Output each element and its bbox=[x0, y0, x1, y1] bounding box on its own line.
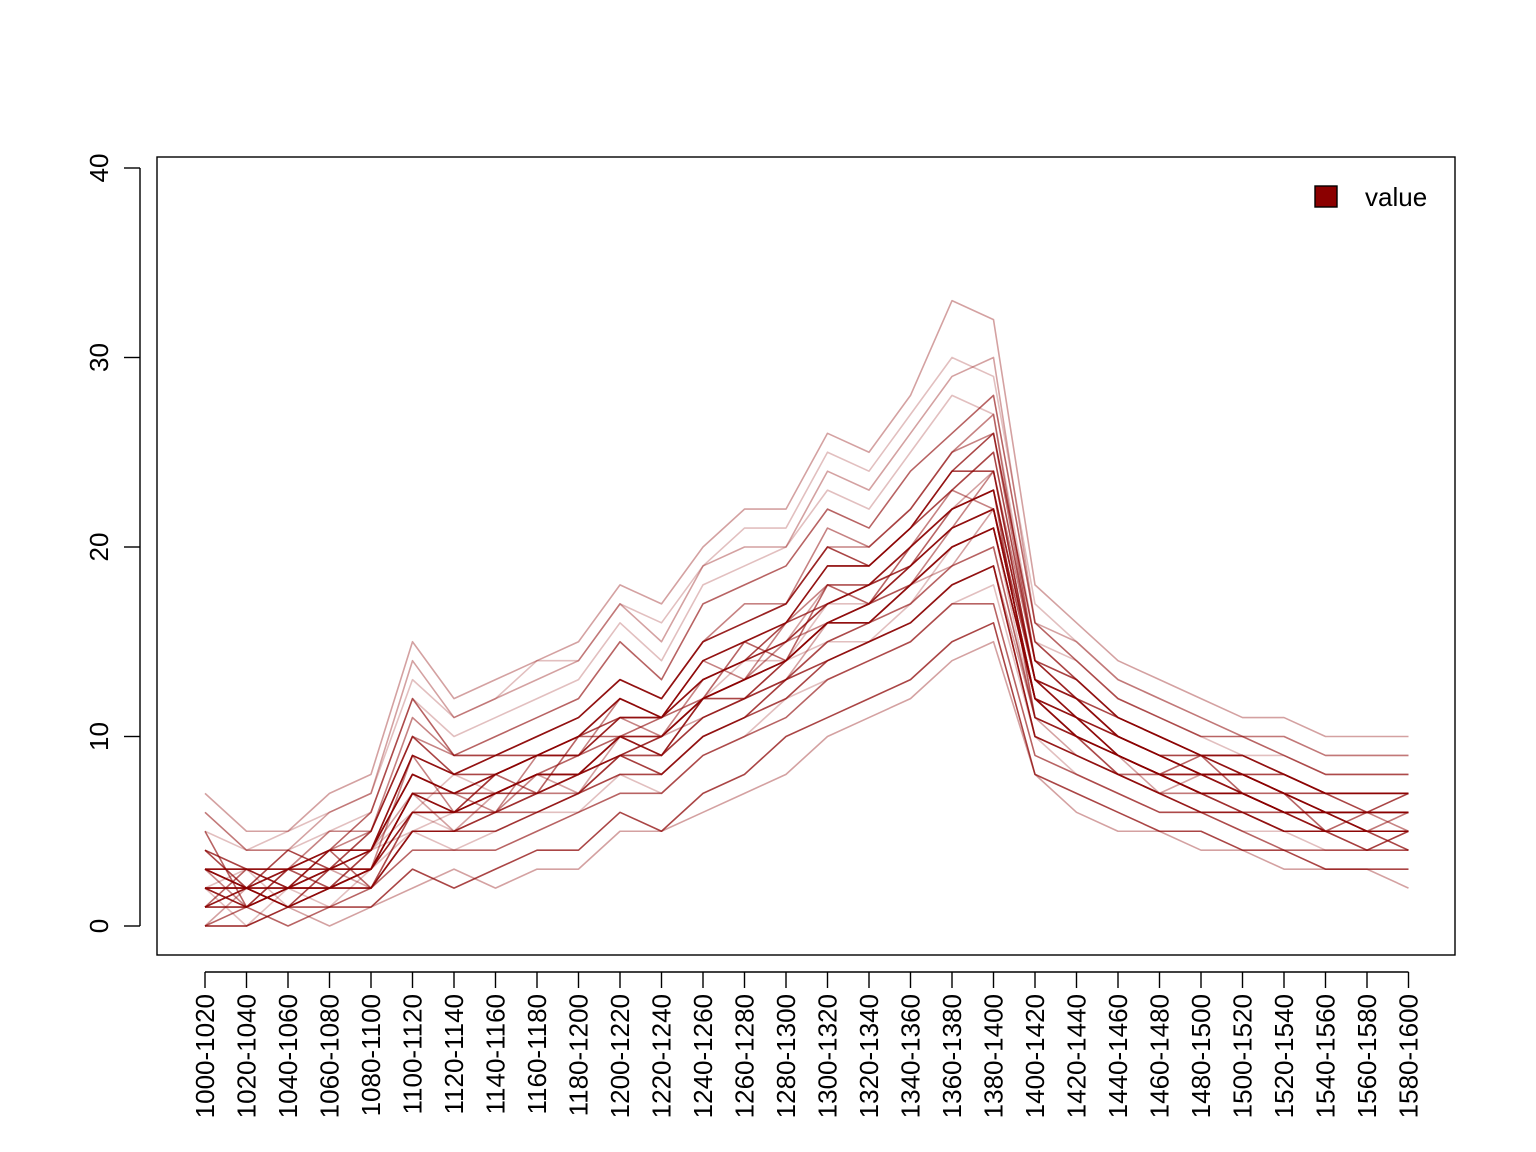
x-tick-label: 1520-1540 bbox=[1269, 994, 1299, 1118]
x-tick-label: 1560-1580 bbox=[1352, 994, 1382, 1118]
y-tick-label: 0 bbox=[84, 919, 114, 933]
x-tick-label: 1080-1100 bbox=[356, 994, 386, 1116]
x-tick-label: 1220-1240 bbox=[647, 994, 677, 1118]
series-line bbox=[204, 299, 1409, 833]
x-tick-label: 1100-1120 bbox=[398, 994, 428, 1114]
y-tick-label: 30 bbox=[84, 343, 114, 372]
x-tick-label: 1040-1060 bbox=[273, 994, 303, 1118]
legend-label: value bbox=[1365, 182, 1427, 212]
x-tick-label: 1200-1220 bbox=[605, 994, 635, 1118]
x-tick-label: 1260-1280 bbox=[730, 994, 760, 1118]
series-line bbox=[204, 432, 1409, 870]
series-line bbox=[204, 356, 1409, 852]
series-line bbox=[204, 489, 1409, 889]
plot-frame bbox=[156, 156, 1456, 956]
series-line bbox=[204, 546, 1409, 908]
x-tick-label: 1140-1160 bbox=[481, 994, 511, 1114]
series-line bbox=[204, 394, 1409, 908]
x-tick-label: 1340-1360 bbox=[896, 994, 926, 1118]
x-tick-label: 1440-1460 bbox=[1103, 994, 1133, 1118]
series-line bbox=[204, 508, 1409, 908]
x-tick-label: 1500-1520 bbox=[1228, 994, 1258, 1118]
legend: value bbox=[1314, 182, 1427, 212]
series-line bbox=[204, 432, 1409, 908]
y-tick-label: 10 bbox=[84, 722, 114, 751]
series-line bbox=[204, 565, 1409, 908]
y-axis: 0 10 20 30 40 bbox=[84, 154, 141, 933]
x-tick-label: 1360-1380 bbox=[937, 994, 967, 1118]
x-tick-label: 1020-1040 bbox=[232, 994, 262, 1118]
series-line bbox=[205, 640, 1409, 927]
series-layer bbox=[204, 299, 1409, 927]
x-axis: 1000-1020 1020-1040 1040-1060 1060-1080 1080… bbox=[190, 971, 1424, 1118]
x-tick-label: 1580-1600 bbox=[1394, 994, 1424, 1118]
series-line bbox=[204, 508, 1409, 908]
series-line bbox=[204, 508, 1409, 927]
x-tick-label: 1420-1440 bbox=[1062, 994, 1092, 1118]
x-tick-label: 1540-1560 bbox=[1311, 994, 1341, 1118]
y-tick-label: 20 bbox=[84, 533, 114, 562]
x-tick-label: 1160-1180 bbox=[522, 994, 552, 1114]
x-tick-label: 1180-1200 bbox=[564, 994, 594, 1116]
series-line bbox=[204, 413, 1409, 870]
x-tick-label: 1060-1080 bbox=[315, 994, 345, 1118]
series-line bbox=[204, 527, 1409, 908]
series-line bbox=[205, 470, 1409, 870]
x-tick-label: 1480-1500 bbox=[1186, 994, 1216, 1118]
series-line bbox=[205, 508, 1409, 889]
series-line bbox=[204, 603, 1409, 927]
series-line bbox=[204, 470, 1409, 889]
x-tick-label: 1300-1320 bbox=[813, 994, 843, 1118]
x-tick-label: 1320-1340 bbox=[854, 994, 884, 1118]
x-tick-label: 1120-1140 bbox=[439, 994, 469, 1114]
series-line bbox=[205, 508, 1409, 889]
x-tick-label: 1400-1420 bbox=[1020, 994, 1050, 1118]
legend-swatch bbox=[1314, 185, 1338, 208]
series-line bbox=[204, 394, 1409, 852]
series-line bbox=[204, 546, 1409, 908]
series-line bbox=[204, 356, 1409, 852]
x-tick-label: 1380-1400 bbox=[979, 994, 1009, 1118]
series-line bbox=[205, 621, 1409, 927]
x-tick-label: 1460-1480 bbox=[1145, 994, 1175, 1118]
y-tick-label: 40 bbox=[84, 154, 114, 183]
x-tick-label: 1280-1300 bbox=[771, 994, 801, 1118]
x-tick-label: 1000-1020 bbox=[190, 994, 220, 1118]
x-tick-label: 1240-1260 bbox=[688, 994, 718, 1118]
